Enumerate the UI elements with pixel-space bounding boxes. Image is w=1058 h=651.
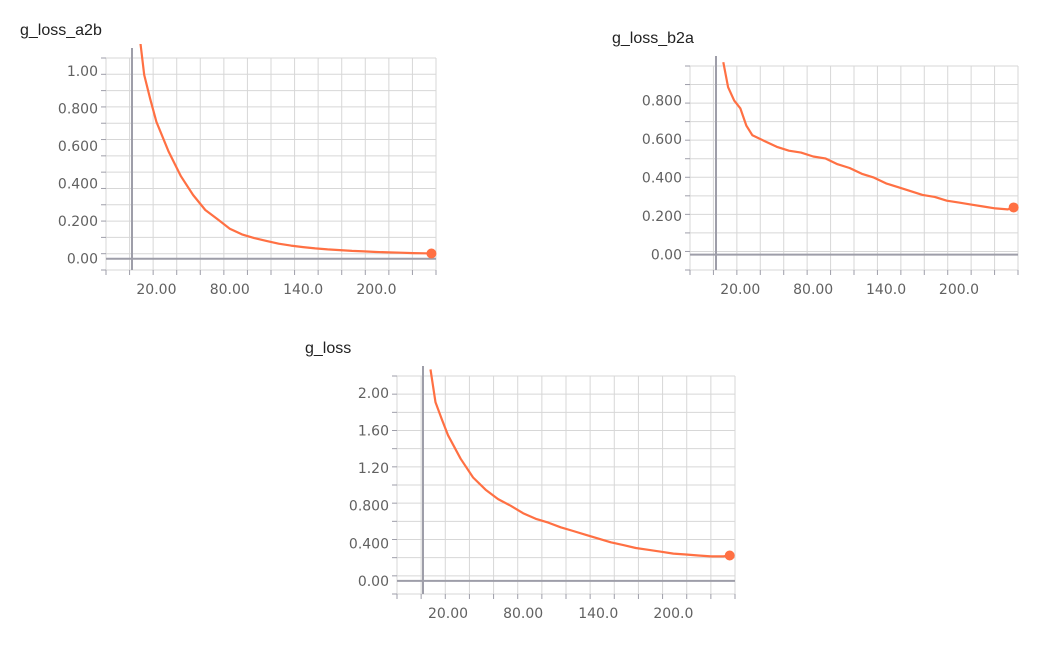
chart-card-g-loss: g_loss 0.00 0.400 0.800 1.20 1.60 2.00 20.00 80… [305, 340, 745, 640]
chart-title: g_loss_a2b [20, 22, 102, 39]
x-tick-label: 140.0 [866, 282, 906, 298]
chart-card-g-loss-b2a: g_loss_b2a 0.00 0.200 0.400 0.600 0.800 20.00… [612, 30, 1032, 310]
chart-title: g_loss_b2a [612, 30, 694, 47]
y-tick-label: 0.800 [642, 94, 682, 110]
x-tick-label: 20.00 [136, 282, 176, 298]
grid-lines [689, 65, 1019, 271]
line-chart-g-loss-a2b[interactable]: 0.00 0.200 0.400 0.600 0.800 1.00 20.00 80.00 14… [20, 44, 440, 310]
y-tick-label: 0.200 [642, 209, 682, 225]
series-last-point[interactable] [1008, 202, 1019, 213]
grid-lines [105, 57, 437, 271]
y-tick-label: 2.00 [358, 386, 389, 402]
x-tick-label: 200.0 [939, 282, 979, 298]
x-tick-label: 200.0 [356, 282, 396, 298]
grid-lines [396, 375, 736, 595]
x-tick-label: 20.00 [720, 282, 760, 298]
x-tick-label: 140.0 [578, 606, 618, 622]
x-tick-label: 20.00 [428, 606, 468, 622]
line-chart-g-loss[interactable]: 0.00 0.400 0.800 1.20 1.60 2.00 20.00 80.00 140.… [305, 366, 745, 638]
series-line[interactable] [722, 61, 1014, 211]
x-tick-label: 80.00 [210, 282, 250, 298]
line-chart-g-loss-b2a[interactable]: 0.00 0.200 0.400 0.600 0.800 20.00 80.00 140.0 2… [612, 56, 1032, 318]
y-tick-label: 0.00 [67, 252, 98, 268]
y-tick-label: 1.60 [358, 424, 389, 440]
chart-title: g_loss [305, 340, 352, 357]
chart-card-g-loss-a2b: g_loss_a2b 0.00 0.200 0.400 0.600 0.800 1.00 2… [20, 22, 440, 302]
y-tick-label: 0.600 [58, 139, 98, 155]
y-tick-label: 0.200 [58, 214, 98, 230]
y-tick-label: 0.00 [651, 248, 682, 264]
y-tick-label: 1.00 [67, 64, 98, 80]
y-tick-label: 0.00 [358, 574, 389, 590]
y-tick-label: 0.800 [58, 102, 98, 118]
series-line[interactable] [429, 369, 730, 558]
x-tick-label: 80.00 [503, 606, 543, 622]
series-last-point[interactable] [426, 248, 437, 259]
x-tick-label: 140.0 [283, 282, 323, 298]
y-tick-label: 0.600 [642, 132, 682, 148]
y-tick-label: 0.400 [642, 171, 682, 187]
series-line[interactable] [139, 34, 432, 255]
y-tick-label: 1.20 [358, 461, 389, 477]
y-tick-label: 0.400 [58, 177, 98, 193]
x-tick-label: 80.00 [793, 282, 833, 298]
y-tick-label: 0.400 [349, 536, 389, 552]
y-tick-label: 0.800 [349, 499, 389, 515]
series-last-point[interactable] [724, 550, 735, 561]
x-tick-label: 200.0 [653, 606, 693, 622]
